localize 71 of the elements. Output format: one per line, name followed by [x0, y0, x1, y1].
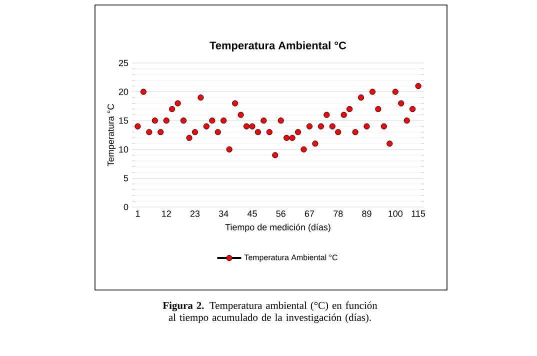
x-tick-label: 45: [247, 210, 257, 217]
point: [410, 106, 416, 112]
point: [380, 123, 387, 130]
point: [415, 82, 422, 90]
point: [254, 129, 262, 136]
x-tick-label: 34: [218, 210, 228, 217]
y-tick-label: 0: [124, 204, 128, 210]
point: [203, 123, 210, 130]
y-axis-title: Temperatura °C: [108, 104, 116, 166]
point: [329, 123, 336, 130]
y-tick-label: 15: [119, 117, 128, 124]
point: [358, 94, 364, 101]
point: [152, 118, 158, 124]
y-tick-label: 20: [118, 88, 128, 95]
point: [352, 129, 358, 136]
point: [306, 123, 313, 130]
x-tick-label: 12: [162, 210, 171, 217]
point: [243, 123, 250, 130]
y-tick-label: 25: [118, 60, 128, 66]
point: [214, 129, 221, 136]
x-tick-label: 115: [412, 210, 426, 217]
point: [335, 129, 342, 136]
x-axis-title: Tiempo de medición (días): [225, 224, 330, 232]
point: [369, 88, 376, 95]
point: [198, 94, 204, 101]
point: [260, 118, 267, 124]
point: [300, 146, 307, 152]
point: [180, 118, 187, 124]
point: [294, 129, 302, 136]
y-tick-label: 5: [124, 175, 128, 182]
point: [386, 140, 393, 147]
point: [238, 112, 244, 118]
x-tick-label: 89: [362, 210, 372, 217]
y-tick-label: 10: [119, 146, 128, 153]
x-tick-label: 78: [334, 210, 343, 217]
point: [134, 123, 141, 130]
point: [404, 118, 410, 124]
point: [169, 106, 176, 112]
point: [289, 134, 296, 141]
point: [232, 100, 238, 106]
point: [209, 118, 216, 124]
point: [278, 118, 284, 124]
point: [249, 123, 256, 130]
point: [192, 129, 198, 136]
x-tick-label: 23: [190, 210, 200, 217]
point: [346, 106, 353, 112]
point: [375, 106, 382, 112]
point: [398, 100, 404, 106]
point: [163, 118, 170, 124]
chart-title: Temperatura Ambiental °C: [210, 41, 346, 52]
point: [140, 88, 147, 95]
point: [266, 129, 272, 136]
point: [324, 112, 330, 118]
x-tick-label: 56: [276, 210, 286, 217]
point: [186, 134, 192, 141]
point: [220, 118, 227, 124]
point: [146, 129, 152, 136]
point: [272, 152, 278, 158]
point: [318, 123, 324, 130]
point: [284, 134, 290, 141]
x-tick-label: 67: [304, 210, 314, 217]
point: [364, 123, 370, 130]
x-tick-label: 100: [388, 210, 403, 217]
x-tick-label: 1: [136, 210, 140, 217]
point: [312, 140, 318, 147]
point: [340, 112, 347, 118]
point: [226, 146, 232, 152]
point: [392, 88, 398, 95]
point: [174, 100, 181, 106]
point: [158, 129, 164, 136]
text: Figura 2. Temperatura ambiental (°C) en función al tiempo acumulado de la investigación (días).: [162, 302, 378, 324]
